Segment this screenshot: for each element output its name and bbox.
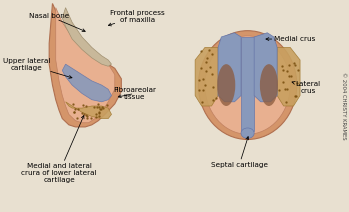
Polygon shape (241, 37, 254, 131)
Polygon shape (254, 33, 277, 102)
Polygon shape (49, 3, 121, 127)
Text: © 2004 CHRISTY KRAMES: © 2004 CHRISTY KRAMES (341, 72, 346, 140)
Polygon shape (218, 33, 241, 102)
Text: Upper lateral
cartilage: Upper lateral cartilage (2, 58, 72, 78)
Text: Septal cartilage: Septal cartilage (211, 137, 268, 167)
Polygon shape (62, 64, 111, 102)
Text: Medial and lateral
crura of lower lateral
cartilage: Medial and lateral crura of lower latera… (21, 116, 97, 183)
Text: Frontal process
of maxilla: Frontal process of maxilla (109, 10, 165, 26)
Text: Nasal bone: Nasal bone (29, 13, 85, 32)
Ellipse shape (205, 36, 290, 134)
Ellipse shape (217, 64, 235, 106)
Polygon shape (277, 47, 300, 106)
Polygon shape (66, 102, 111, 119)
Ellipse shape (241, 128, 254, 138)
Text: Lateral
crus: Lateral crus (292, 81, 321, 94)
Text: Fibroareolar
tissue: Fibroareolar tissue (113, 87, 156, 100)
Ellipse shape (198, 31, 297, 139)
Polygon shape (56, 8, 115, 123)
Polygon shape (62, 8, 111, 66)
Text: Medial crus: Medial crus (266, 36, 316, 42)
Ellipse shape (260, 64, 278, 106)
Polygon shape (195, 47, 218, 106)
